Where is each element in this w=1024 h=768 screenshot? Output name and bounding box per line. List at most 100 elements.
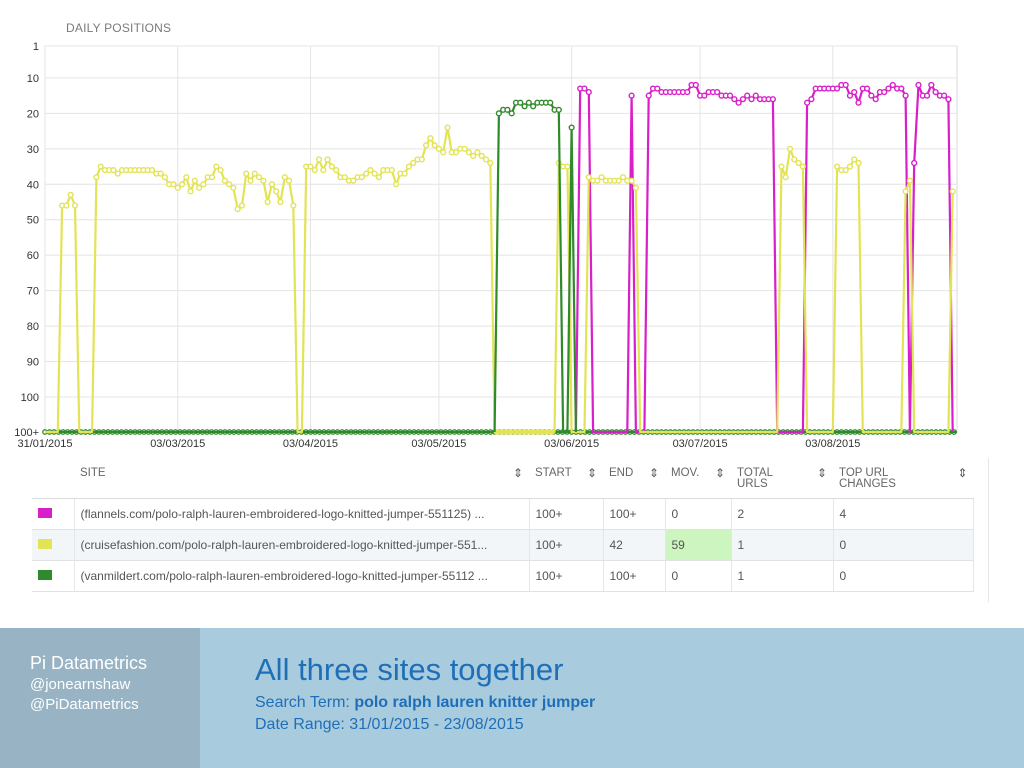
y-tick-label: 1 [33, 41, 39, 53]
data-point [226, 181, 233, 188]
data-point [521, 103, 528, 110]
data-point [260, 177, 267, 184]
data-point [619, 174, 627, 181]
data-point [277, 198, 284, 206]
data-point [110, 166, 117, 174]
mov-cell: 0 [665, 560, 732, 592]
data-point [405, 163, 413, 170]
slide-title: All three sites together [255, 652, 564, 687]
data-point [478, 152, 485, 160]
total-urls-header[interactable]: TOTAL URLS ⇕ [731, 462, 833, 499]
data-point [230, 184, 237, 191]
table-row[interactable]: (cruisefashion.com/polo-ralph-lauren-emb… [32, 529, 974, 561]
data-point [530, 103, 537, 110]
data-point [63, 202, 70, 209]
data-point [568, 124, 575, 131]
data-point [461, 145, 468, 152]
data-point [200, 181, 207, 188]
data-point [615, 177, 622, 184]
data-point [684, 88, 691, 96]
data-point [791, 156, 798, 163]
y-tick-label: 90 [27, 357, 39, 369]
data-point [187, 188, 194, 195]
date-range: 31/01/2015 - 23/08/2015 [349, 716, 524, 733]
data-point [191, 177, 198, 184]
data-point [474, 149, 481, 156]
data-point [628, 92, 635, 99]
start-cell: 100+ [529, 498, 604, 530]
total-urls-cell: 1 [731, 560, 834, 592]
sort-icon[interactable]: ⇕ [816, 466, 827, 480]
color-swatch [38, 539, 52, 549]
data-point [247, 177, 254, 184]
end-header[interactable]: END ⇕ [603, 462, 665, 499]
data-point [881, 88, 888, 96]
data-point [941, 92, 948, 99]
sort-icon[interactable]: ⇕ [586, 466, 597, 480]
data-point [97, 163, 104, 170]
data-point [174, 184, 181, 191]
data-point [324, 156, 331, 163]
data-point [341, 174, 348, 181]
data-point [482, 156, 490, 163]
x-tick-label: 03/05/2015 [411, 438, 466, 450]
y-tick-label: 100 [21, 392, 39, 404]
data-point [898, 85, 905, 92]
site-cell: (cruisefashion.com/polo-ralph-lauren-emb… [74, 529, 530, 561]
table-row[interactable]: (flannels.com/polo-ralph-lauren-embroide… [32, 498, 974, 530]
top-url-changes-cell: 0 [833, 529, 974, 561]
data-point [564, 163, 571, 170]
data-point [949, 188, 956, 195]
site-cell: (vanmildert.com/polo-ralph-lauren-embroi… [74, 560, 530, 592]
data-point [307, 163, 314, 170]
sort-icon[interactable]: ⇕ [648, 466, 659, 480]
data-point [350, 177, 357, 184]
site-header[interactable]: SITE ⇕ [74, 462, 529, 499]
y-tick-label: 10 [27, 73, 39, 85]
slide-footer: Pi Datametrics @jonearnshaw @PiDatametri… [0, 628, 1024, 768]
data-point [196, 184, 203, 191]
start-header[interactable]: START ⇕ [529, 462, 603, 499]
data-point [367, 166, 374, 174]
table-header-row: SITE ⇕ START ⇕ END ⇕ MOV. ⇕ TOTAL URLS ⇕ TOP … [32, 462, 974, 499]
sort-icon[interactable]: ⇕ [957, 466, 968, 480]
data-point [410, 159, 417, 167]
mov-header[interactable]: MOV. ⇕ [665, 462, 731, 499]
data-point [281, 174, 288, 181]
data-point [748, 96, 755, 103]
data-point [93, 174, 100, 181]
data-point [388, 166, 395, 174]
chart-plot: 1 10 20 30 40 50 60 70 80 90 100 100+31/01/2015 03/0… [14, 41, 958, 450]
data-point [311, 166, 318, 174]
data-point [114, 170, 121, 177]
data-point [851, 88, 858, 96]
data-point [932, 88, 939, 96]
top-url-changes-cell: 0 [833, 560, 974, 592]
x-tick-label: 03/08/2015 [805, 438, 860, 450]
table-row[interactable]: (vanmildert.com/polo-ralph-lauren-embroi… [32, 560, 974, 592]
top-url-changes-cell: 4 [833, 498, 974, 530]
data-point [170, 181, 177, 188]
data-point [495, 110, 502, 117]
data-point [452, 149, 460, 156]
sort-icon[interactable]: ⇕ [714, 466, 725, 480]
swatch-header [32, 462, 74, 499]
data-point [371, 170, 378, 177]
top-url-changes-header[interactable]: TOP URL CHANGES ⇕ [833, 462, 974, 499]
data-point [628, 177, 635, 184]
data-point [863, 85, 871, 92]
data-point [855, 159, 862, 167]
data-point [868, 92, 875, 99]
sort-icon[interactable]: ⇕ [512, 466, 523, 480]
data-point [928, 81, 935, 89]
data-point [161, 174, 168, 181]
data-point [320, 166, 327, 174]
data-point [525, 99, 532, 106]
data-point [213, 163, 220, 170]
data-point [585, 174, 592, 181]
data-point [885, 85, 892, 92]
x-tick-label: 03/03/2015 [150, 438, 205, 450]
data-point [315, 156, 323, 163]
data-point [739, 96, 747, 103]
data-point [731, 96, 738, 103]
